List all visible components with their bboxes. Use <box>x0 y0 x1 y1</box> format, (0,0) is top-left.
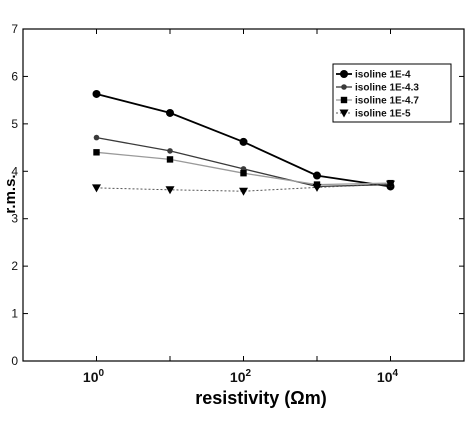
y-axis-title: r.m.s. <box>2 174 19 213</box>
legend-label: isoline 1E-4 <box>355 70 411 81</box>
y-tick-label: 5 <box>11 117 18 131</box>
legend-label: isoline 1E-4.7 <box>355 96 419 107</box>
y-tick-label: 0 <box>11 354 18 368</box>
data-point-circle <box>239 137 248 146</box>
y-tick-label: 2 <box>11 259 18 273</box>
legend: isoline 1E-4 isoline 1E-4.3 isoline 1E-4.7… <box>332 63 452 123</box>
y-tick-label: 4 <box>11 164 18 178</box>
data-point-triangle-down <box>312 183 322 192</box>
y-tick-label: 1 <box>11 307 18 321</box>
legend-label: isoline 1E-4.3 <box>355 83 419 94</box>
x-tick-label: 100 <box>83 368 105 385</box>
data-point-circle <box>166 108 174 117</box>
y-tick-label: 6 <box>11 69 18 83</box>
series-1 <box>92 89 395 191</box>
x-axis-title: resistivity (Ωm) <box>195 388 326 408</box>
data-point-dot <box>341 84 347 90</box>
legend-label: isoline 1E-5 <box>355 109 411 120</box>
y-axis: 0 1 2 3 4 5 6 7 <box>11 22 464 368</box>
data-point-circle <box>92 89 101 98</box>
legend-item: isoline 1E-4.3 <box>336 83 419 94</box>
y-tick-label: 3 <box>11 212 18 226</box>
data-point-triangle-down <box>165 186 175 195</box>
data-point-triangle-down <box>339 109 349 118</box>
data-point-square <box>340 96 348 104</box>
data-point-triangle-down <box>239 187 248 196</box>
data-point-square <box>240 169 247 177</box>
x-axis: 100 102 104 <box>22 29 465 385</box>
data-point-dot <box>93 134 100 141</box>
legend-item: isoline 1E-4 <box>336 70 411 81</box>
series-4 <box>92 180 395 196</box>
data-point-circle <box>340 70 348 78</box>
data-point-dot <box>167 148 173 154</box>
legend-item: isoline 1E-5 <box>336 109 411 120</box>
data-point-triangle-down <box>386 180 395 189</box>
data-point-circle <box>313 171 321 180</box>
series-line <box>96 183 391 192</box>
data-point-square <box>166 156 174 163</box>
y-tick-label: 7 <box>11 22 18 36</box>
data-point-square <box>93 149 100 156</box>
series-layer <box>92 89 395 196</box>
legend-item: isoline 1E-4.7 <box>336 96 419 107</box>
legend-box <box>332 63 452 123</box>
x-tick-label: 102 <box>230 368 252 385</box>
data-point-triangle-down <box>92 184 101 193</box>
x-tick-label: 104 <box>377 368 399 385</box>
